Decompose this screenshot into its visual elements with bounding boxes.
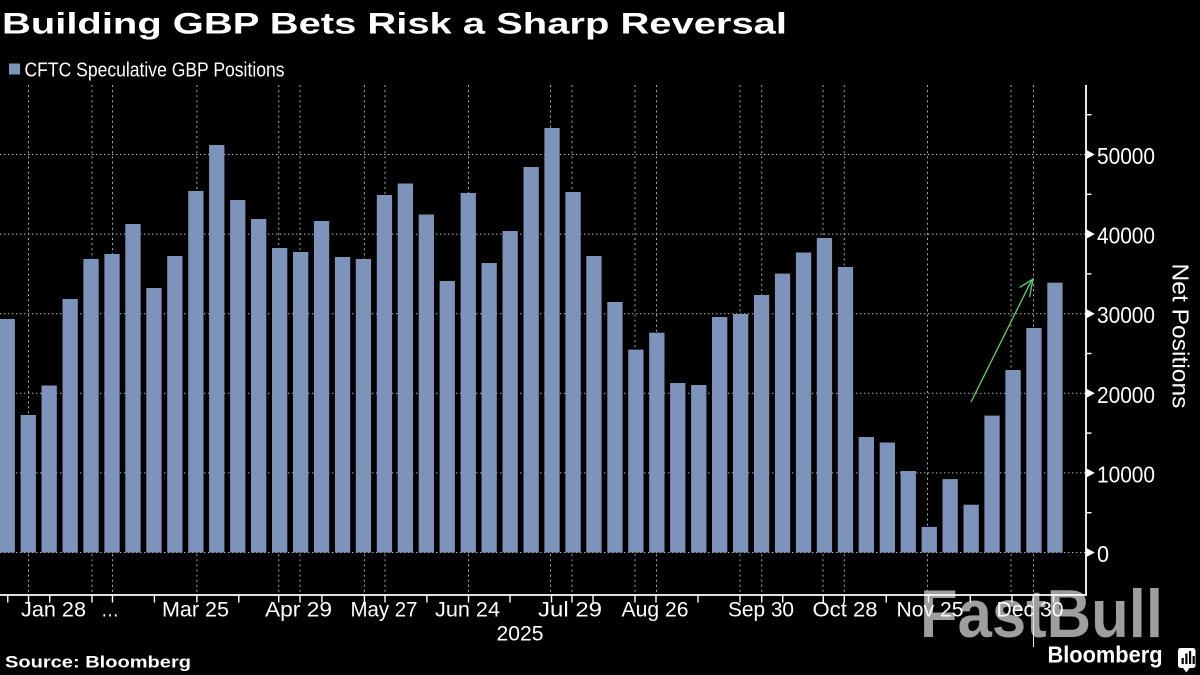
svg-text:Apr 29: Apr 29 — [265, 598, 332, 622]
svg-text:CFTC Speculative GBP Positions: CFTC Speculative GBP Positions — [25, 60, 285, 82]
svg-text:Source: Bloomberg: Source: Bloomberg — [5, 653, 191, 672]
svg-text:Mar 25: Mar 25 — [162, 598, 229, 622]
svg-text:10000: 10000 — [1097, 461, 1155, 487]
svg-text:Oct 28: Oct 28 — [813, 598, 878, 622]
svg-text:Aug 26: Aug 26 — [622, 598, 689, 622]
svg-text:40000: 40000 — [1097, 223, 1155, 249]
svg-text:…: … — [101, 598, 119, 622]
svg-text:30000: 30000 — [1097, 302, 1155, 328]
svg-text:20000: 20000 — [1097, 382, 1155, 408]
svg-text:Nov 25: Nov 25 — [897, 598, 964, 622]
svg-text:Net Positions: Net Positions — [1168, 264, 1194, 409]
svg-text:May 27: May 27 — [351, 598, 418, 622]
svg-text:Building GBP Bets Risk a Sharp: Building GBP Bets Risk a Sharp Reversal — [2, 8, 787, 41]
svg-text:2025: 2025 — [497, 622, 544, 646]
svg-text:Bloomberg: Bloomberg — [1048, 642, 1163, 668]
svg-text:50000: 50000 — [1097, 143, 1155, 169]
svg-text:Sep 30: Sep 30 — [728, 598, 794, 622]
svg-text:Dec 30: Dec 30 — [997, 598, 1064, 622]
svg-text:Jun 24: Jun 24 — [435, 598, 500, 622]
svg-text:0: 0 — [1097, 541, 1109, 567]
svg-text:FastBull: FastBull — [920, 576, 1163, 652]
svg-text:Jan 28: Jan 28 — [21, 598, 86, 622]
svg-text:Jul 29: Jul 29 — [538, 598, 602, 622]
